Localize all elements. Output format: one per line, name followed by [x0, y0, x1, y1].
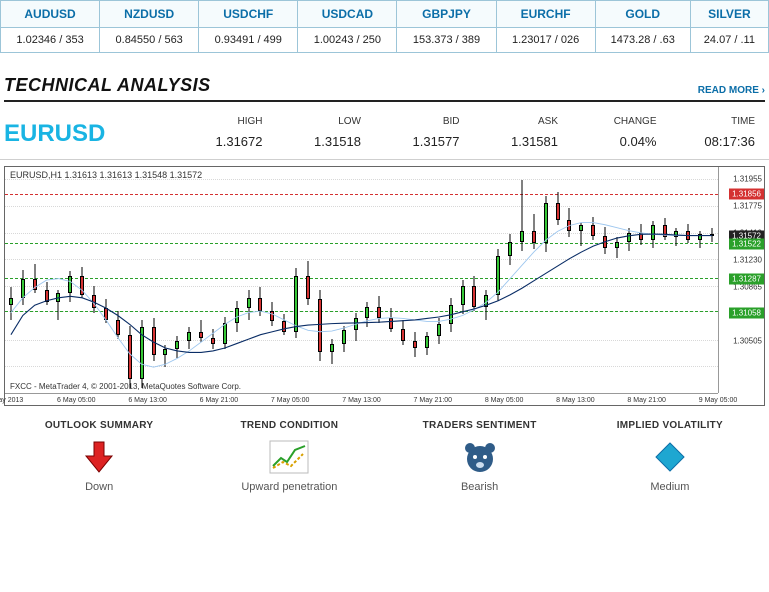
price-chart: EURUSD,H1 1.31613 1.31613 1.31548 1.3157… — [4, 166, 765, 406]
ticker-value: 1.23017 / 026 — [496, 28, 595, 53]
chart-copyright: FXCC - MetaTrader 4, © 2001-2013, MetaQu… — [10, 382, 241, 391]
price-label: ASK — [480, 116, 559, 133]
indicator-label: OUTLOOK SUMMARY — [4, 420, 194, 431]
indicator-label: TRADERS SENTIMENT — [385, 420, 575, 431]
indicator-cell: IMPLIED VOLATILITY Medium — [575, 420, 765, 493]
price-label: BID — [381, 116, 460, 133]
bear-icon — [385, 437, 575, 477]
indicator-label: TREND CONDITION — [194, 420, 384, 431]
price-col: ASK 1.31581 — [470, 114, 569, 153]
indicator-cell: OUTLOOK SUMMARY Down — [4, 420, 194, 493]
chart-x-axis: 3 May 20136 May 05:006 May 13:006 May 21… — [5, 393, 718, 405]
price-value: 1.31581 — [511, 134, 558, 149]
read-more-link[interactable]: READ MORE › — [698, 85, 765, 96]
ticker-header[interactable]: SILVER — [690, 1, 768, 28]
ticker-value: 1.02346 / 353 — [1, 28, 100, 53]
indicator-value: Down — [4, 481, 194, 493]
ticker-header[interactable]: GBPJPY — [397, 1, 496, 28]
indicator-cell: TRADERS SENTIMENT Bearish — [385, 420, 575, 493]
chart-plot-area — [5, 179, 718, 393]
ticker-table: AUDUSDNZDUSDUSDCHFUSDCADGBPJPYEURCHFGOLD… — [0, 0, 769, 53]
ticker-header[interactable]: GOLD — [595, 1, 690, 28]
indicator-value: Bearish — [385, 481, 575, 493]
chart-y-axis: 1.319551.317751.314101.312301.308651.306… — [718, 167, 764, 393]
ticker-value: 0.84550 / 563 — [100, 28, 199, 53]
ticker-header[interactable]: USDCHF — [199, 1, 298, 28]
price-col: CHANGE 0.04% — [568, 114, 667, 153]
price-label: TIME — [677, 116, 756, 133]
price-col: TIME 08:17:36 — [667, 114, 766, 153]
ticker-header[interactable]: AUDUSD — [1, 1, 100, 28]
ticker-header[interactable]: NZDUSD — [100, 1, 199, 28]
price-value: 1.31577 — [413, 134, 460, 149]
indicator-row: OUTLOOK SUMMARY Down TREND CONDITION Upw… — [4, 420, 765, 493]
price-value: 1.31672 — [216, 134, 263, 149]
ticker-value: 24.07 / .11 — [690, 28, 768, 53]
price-label: LOW — [283, 116, 362, 133]
price-value: 1.31518 — [314, 134, 361, 149]
ticker-header[interactable]: USDCAD — [298, 1, 397, 28]
price-value: 0.04% — [620, 134, 657, 149]
price-col: LOW 1.31518 — [273, 114, 372, 153]
arrow-down-icon — [4, 437, 194, 477]
trend-up-icon — [194, 437, 384, 477]
price-label: HIGH — [184, 116, 263, 133]
section-header: TECHNICAL ANALYSIS READ MORE › — [4, 75, 765, 102]
ticker-value: 1.00243 / 250 — [298, 28, 397, 53]
price-label: CHANGE — [578, 116, 657, 133]
price-value: 08:17:36 — [704, 134, 755, 149]
price-col: HIGH 1.31672 — [174, 114, 273, 153]
ticker-value: 153.373 / 389 — [397, 28, 496, 53]
indicator-label: IMPLIED VOLATILITY — [575, 420, 765, 431]
pair-summary-row: EURUSD HIGH 1.31672 LOW 1.31518 BID 1.31… — [0, 108, 769, 160]
ticker-value: 1473.28 / .63 — [595, 28, 690, 53]
indicator-value: Medium — [575, 481, 765, 493]
indicator-cell: TREND CONDITION Upward penetration — [194, 420, 384, 493]
section-title: TECHNICAL ANALYSIS — [4, 75, 211, 96]
price-col: BID 1.31577 — [371, 114, 470, 153]
indicator-value: Upward penetration — [194, 481, 384, 493]
ticker-header[interactable]: EURCHF — [496, 1, 595, 28]
ticker-value: 0.93491 / 499 — [199, 28, 298, 53]
pair-name: EURUSD — [4, 120, 174, 148]
diamond-icon — [575, 437, 765, 477]
